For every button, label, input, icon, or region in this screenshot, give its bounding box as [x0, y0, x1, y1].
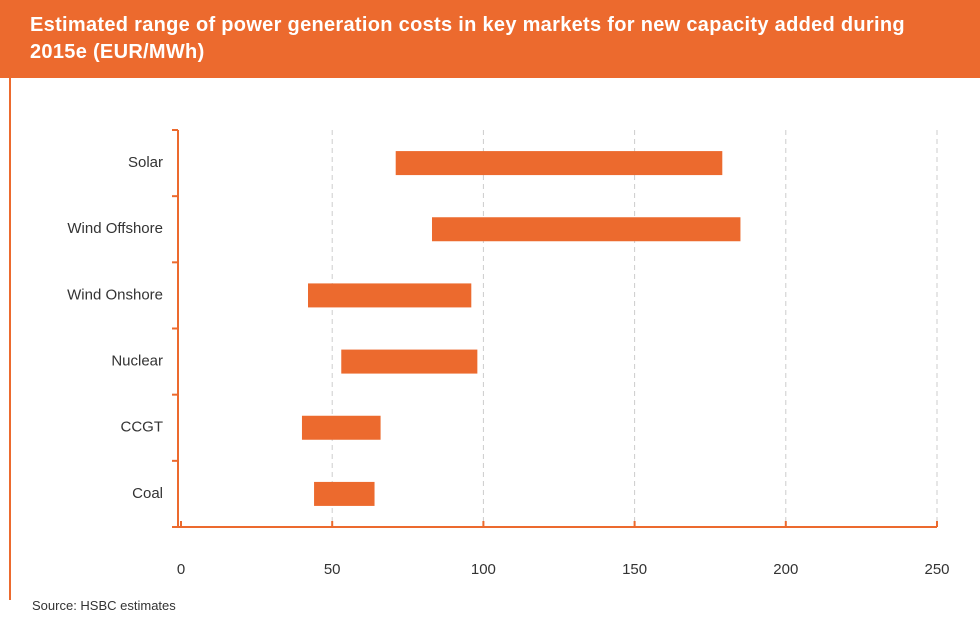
chart-title: Estimated range of power generation cost… [30, 14, 905, 63]
header: Estimated range of power generation cost… [0, 0, 980, 78]
bar [308, 283, 472, 308]
y-tick-label: Coal [132, 485, 163, 502]
source-note: Source: HSBC estimates [32, 598, 176, 613]
x-tick-label: 250 [924, 561, 949, 578]
y-tick-label: Wind Offshore [67, 220, 163, 237]
y-tick-label: CCGT [121, 419, 164, 436]
x-tick-label: 0 [177, 561, 185, 578]
y-tick-label: Wind Onshore [67, 286, 163, 303]
bar [301, 415, 381, 440]
bar [314, 481, 375, 506]
x-tick-label: 50 [324, 561, 341, 578]
x-tick-label: 150 [622, 561, 647, 578]
bar [395, 151, 723, 176]
x-tick-label: 200 [773, 561, 798, 578]
y-tick-label: Solar [128, 154, 163, 171]
x-tick-label: 100 [471, 561, 496, 578]
bar [431, 217, 741, 242]
y-tick-label: Nuclear [111, 353, 163, 370]
frame-line [9, 78, 11, 600]
bar [341, 349, 478, 374]
